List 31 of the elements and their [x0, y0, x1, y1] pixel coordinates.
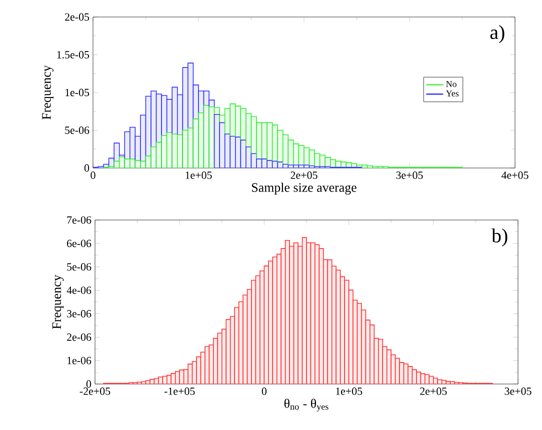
y-tick-label: 0	[86, 380, 92, 388]
y-tick-label: 1e-06	[68, 356, 92, 364]
y-tick-label: 1.5e-05	[57, 51, 90, 58]
x-tick-label: 2e+05	[290, 172, 318, 179]
annotation: b)	[492, 228, 508, 247]
y-tick-label: 2e-05	[65, 13, 90, 21]
y-tick-label: 7e-06	[67, 216, 92, 224]
x-tick-label: 0	[262, 388, 267, 395]
y-tick-label: 5e-06	[65, 126, 90, 134]
y-tick-label: 4e-06	[66, 286, 92, 294]
x-tick-label: -2e+05	[80, 388, 110, 395]
y-tick-label: 5e-06	[67, 263, 92, 271]
x-tick-label: 3e+05	[396, 172, 423, 179]
x-tick-label: 3e+05	[504, 388, 532, 395]
legend-label: No	[446, 81, 456, 88]
x-tick-label: 1e+05	[336, 388, 362, 395]
y-tick-label: 3e-06	[67, 310, 92, 318]
x-axis-title: Sample size average	[252, 182, 356, 195]
y-tick-label: 1e-05	[65, 88, 90, 96]
y-tick-label: 6e-06	[67, 240, 92, 248]
y-tick-label: 2e-06	[67, 333, 92, 341]
y-axis-title: Frequency	[52, 274, 64, 329]
x-tick-label: 1e+05	[186, 172, 212, 179]
y-axis-title: Frequency	[42, 65, 54, 120]
x-axis-title: θ$_{no}$ - θ$_{yes}$	[284, 398, 328, 412]
legend-label: Yes	[446, 90, 459, 96]
x-tick-label: 2e+05	[420, 388, 447, 395]
y-tick-label: 0	[84, 164, 90, 172]
x-tick-label: -1e+05	[164, 388, 195, 395]
x-tick-label: 4e+05	[501, 172, 528, 179]
annotation: a)	[490, 25, 504, 44]
